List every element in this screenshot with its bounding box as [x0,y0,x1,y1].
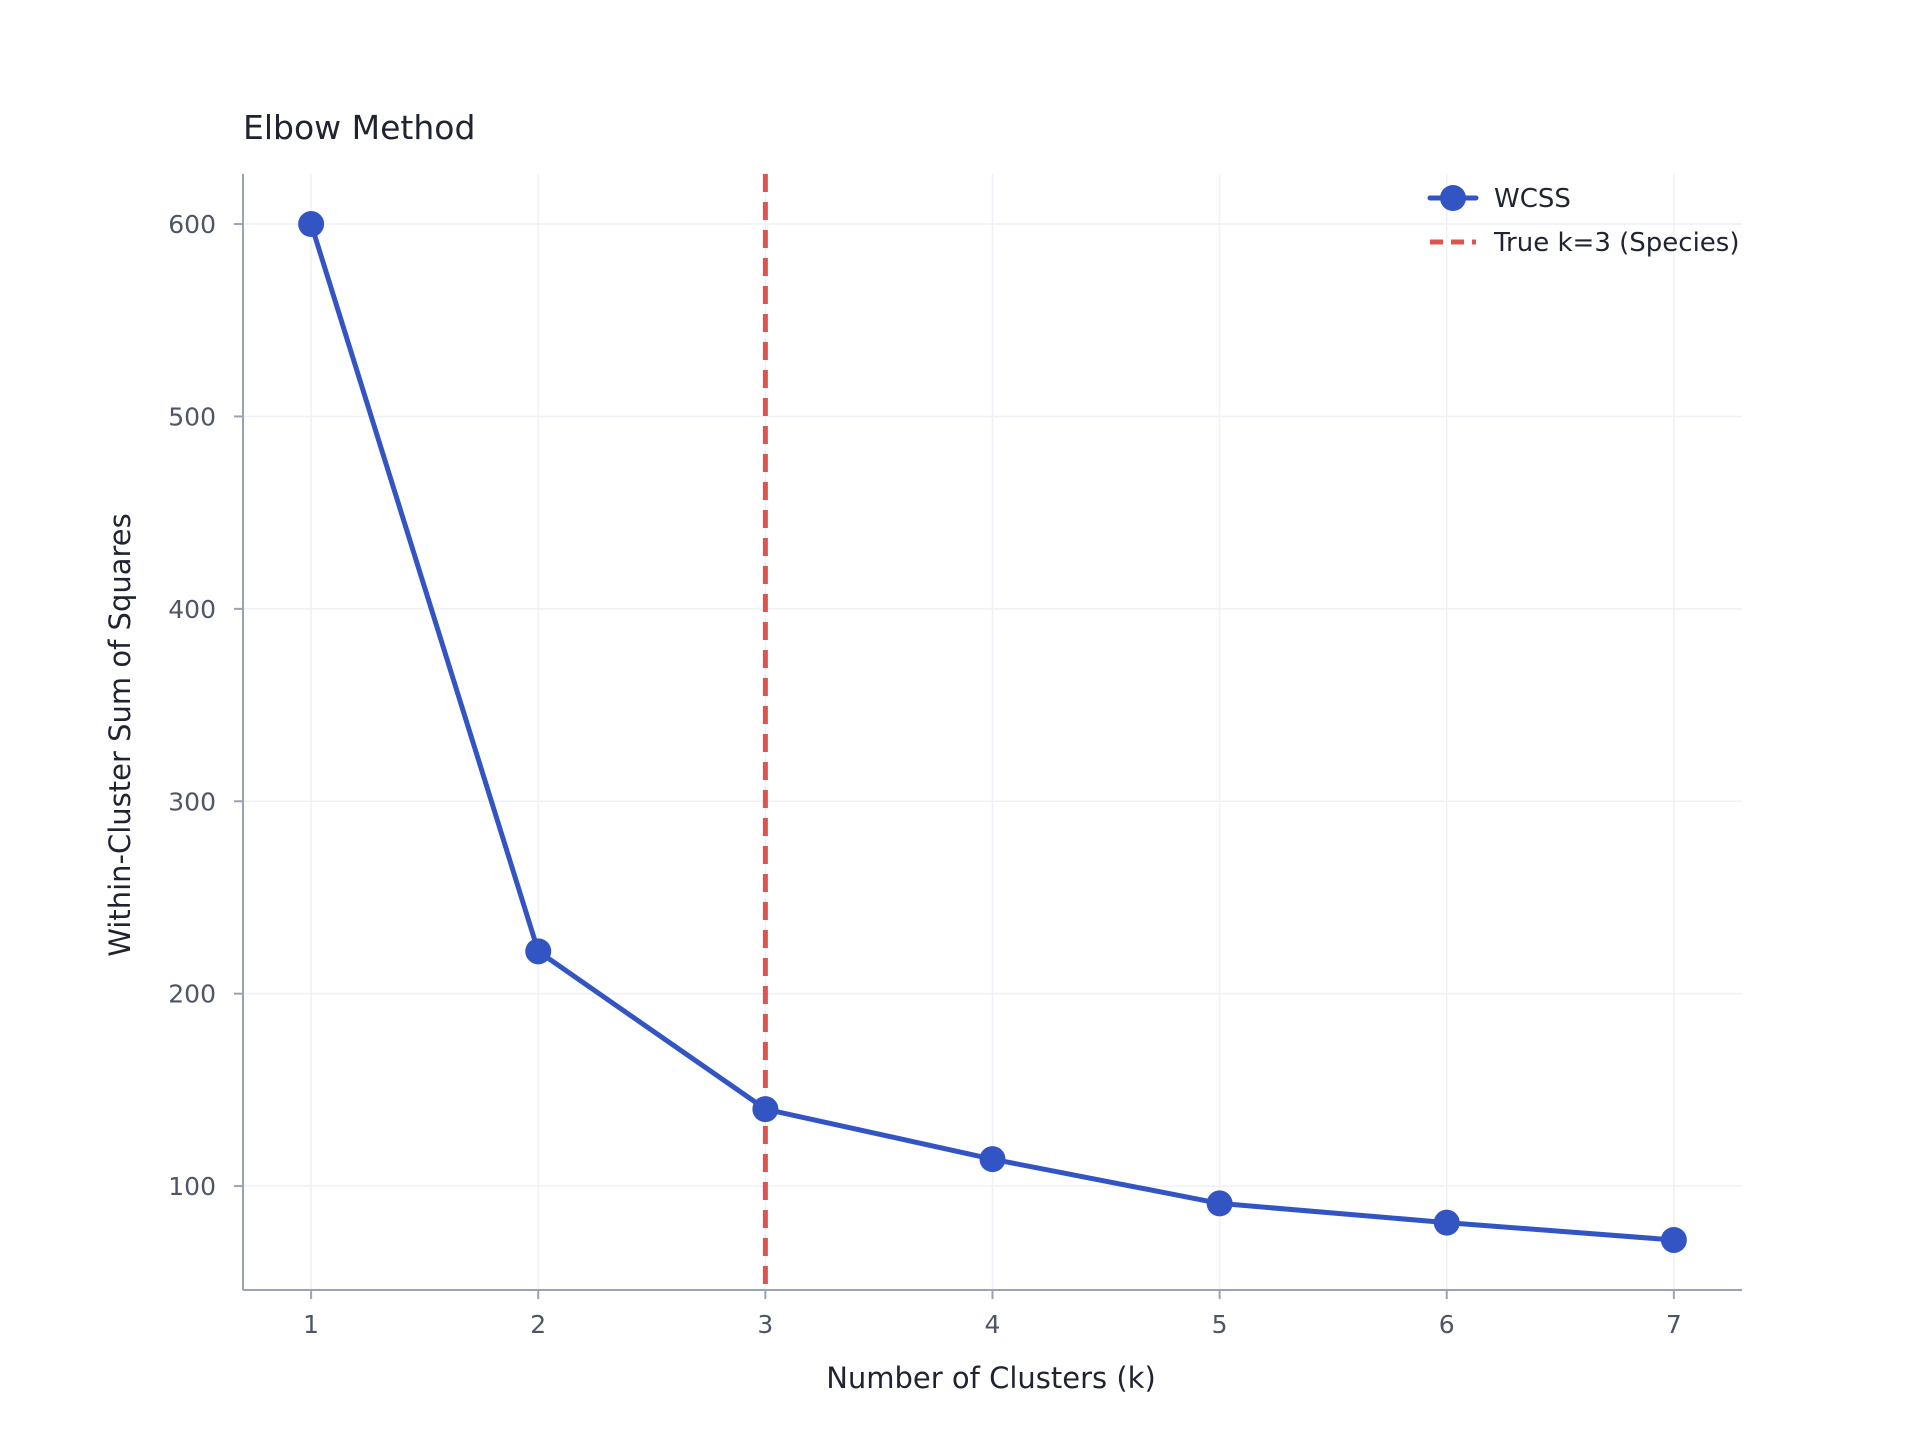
data-points [298,211,1687,1253]
y-axis-label: Within-Cluster Sum of Squares [103,513,137,957]
x-tick-label-3: 3 [757,1310,773,1339]
legend-label-true-k: True k=3 (Species) [1493,228,1740,258]
x-axis-ticks: 1 2 3 4 5 6 7 [303,1290,1682,1339]
x-tick-label-1: 1 [303,1310,319,1339]
legend: WCSS True k=3 (Species) [1427,184,1740,258]
data-point-k2 [525,938,552,965]
data-point-k5 [1206,1190,1233,1217]
x-tick-label-6: 6 [1439,1310,1455,1339]
x-tick-label-4: 4 [985,1310,1001,1339]
y-tick-label-100: 100 [168,1172,216,1201]
y-tick-label-600: 600 [168,210,216,239]
y-tick-label-400: 400 [168,595,216,624]
data-point-k3 [752,1096,779,1123]
x-tick-label-2: 2 [530,1310,546,1339]
x-tick-label-5: 5 [1212,1310,1228,1339]
y-tick-label-300: 300 [168,787,216,816]
legend-label-wcss: WCSS [1494,184,1571,214]
chart-title: Elbow Method [243,108,475,147]
data-point-k6 [1433,1209,1460,1236]
data-point-k7 [1660,1226,1687,1253]
y-tick-label-500: 500 [168,402,216,431]
data-point-k1 [298,211,325,238]
data-point-k4 [979,1146,1006,1173]
legend-item-wcss: WCSS [1427,184,1571,214]
x-axis-label: Number of Clusters (k) [826,1361,1156,1395]
legend-wcss-marker [1440,185,1466,211]
legend-item-true-k: True k=3 (Species) [1430,228,1740,258]
y-axis-ticks: 100 200 300 400 500 600 [168,210,243,1201]
y-tick-label-200: 200 [168,980,216,1009]
x-tick-label-7: 7 [1666,1310,1682,1339]
